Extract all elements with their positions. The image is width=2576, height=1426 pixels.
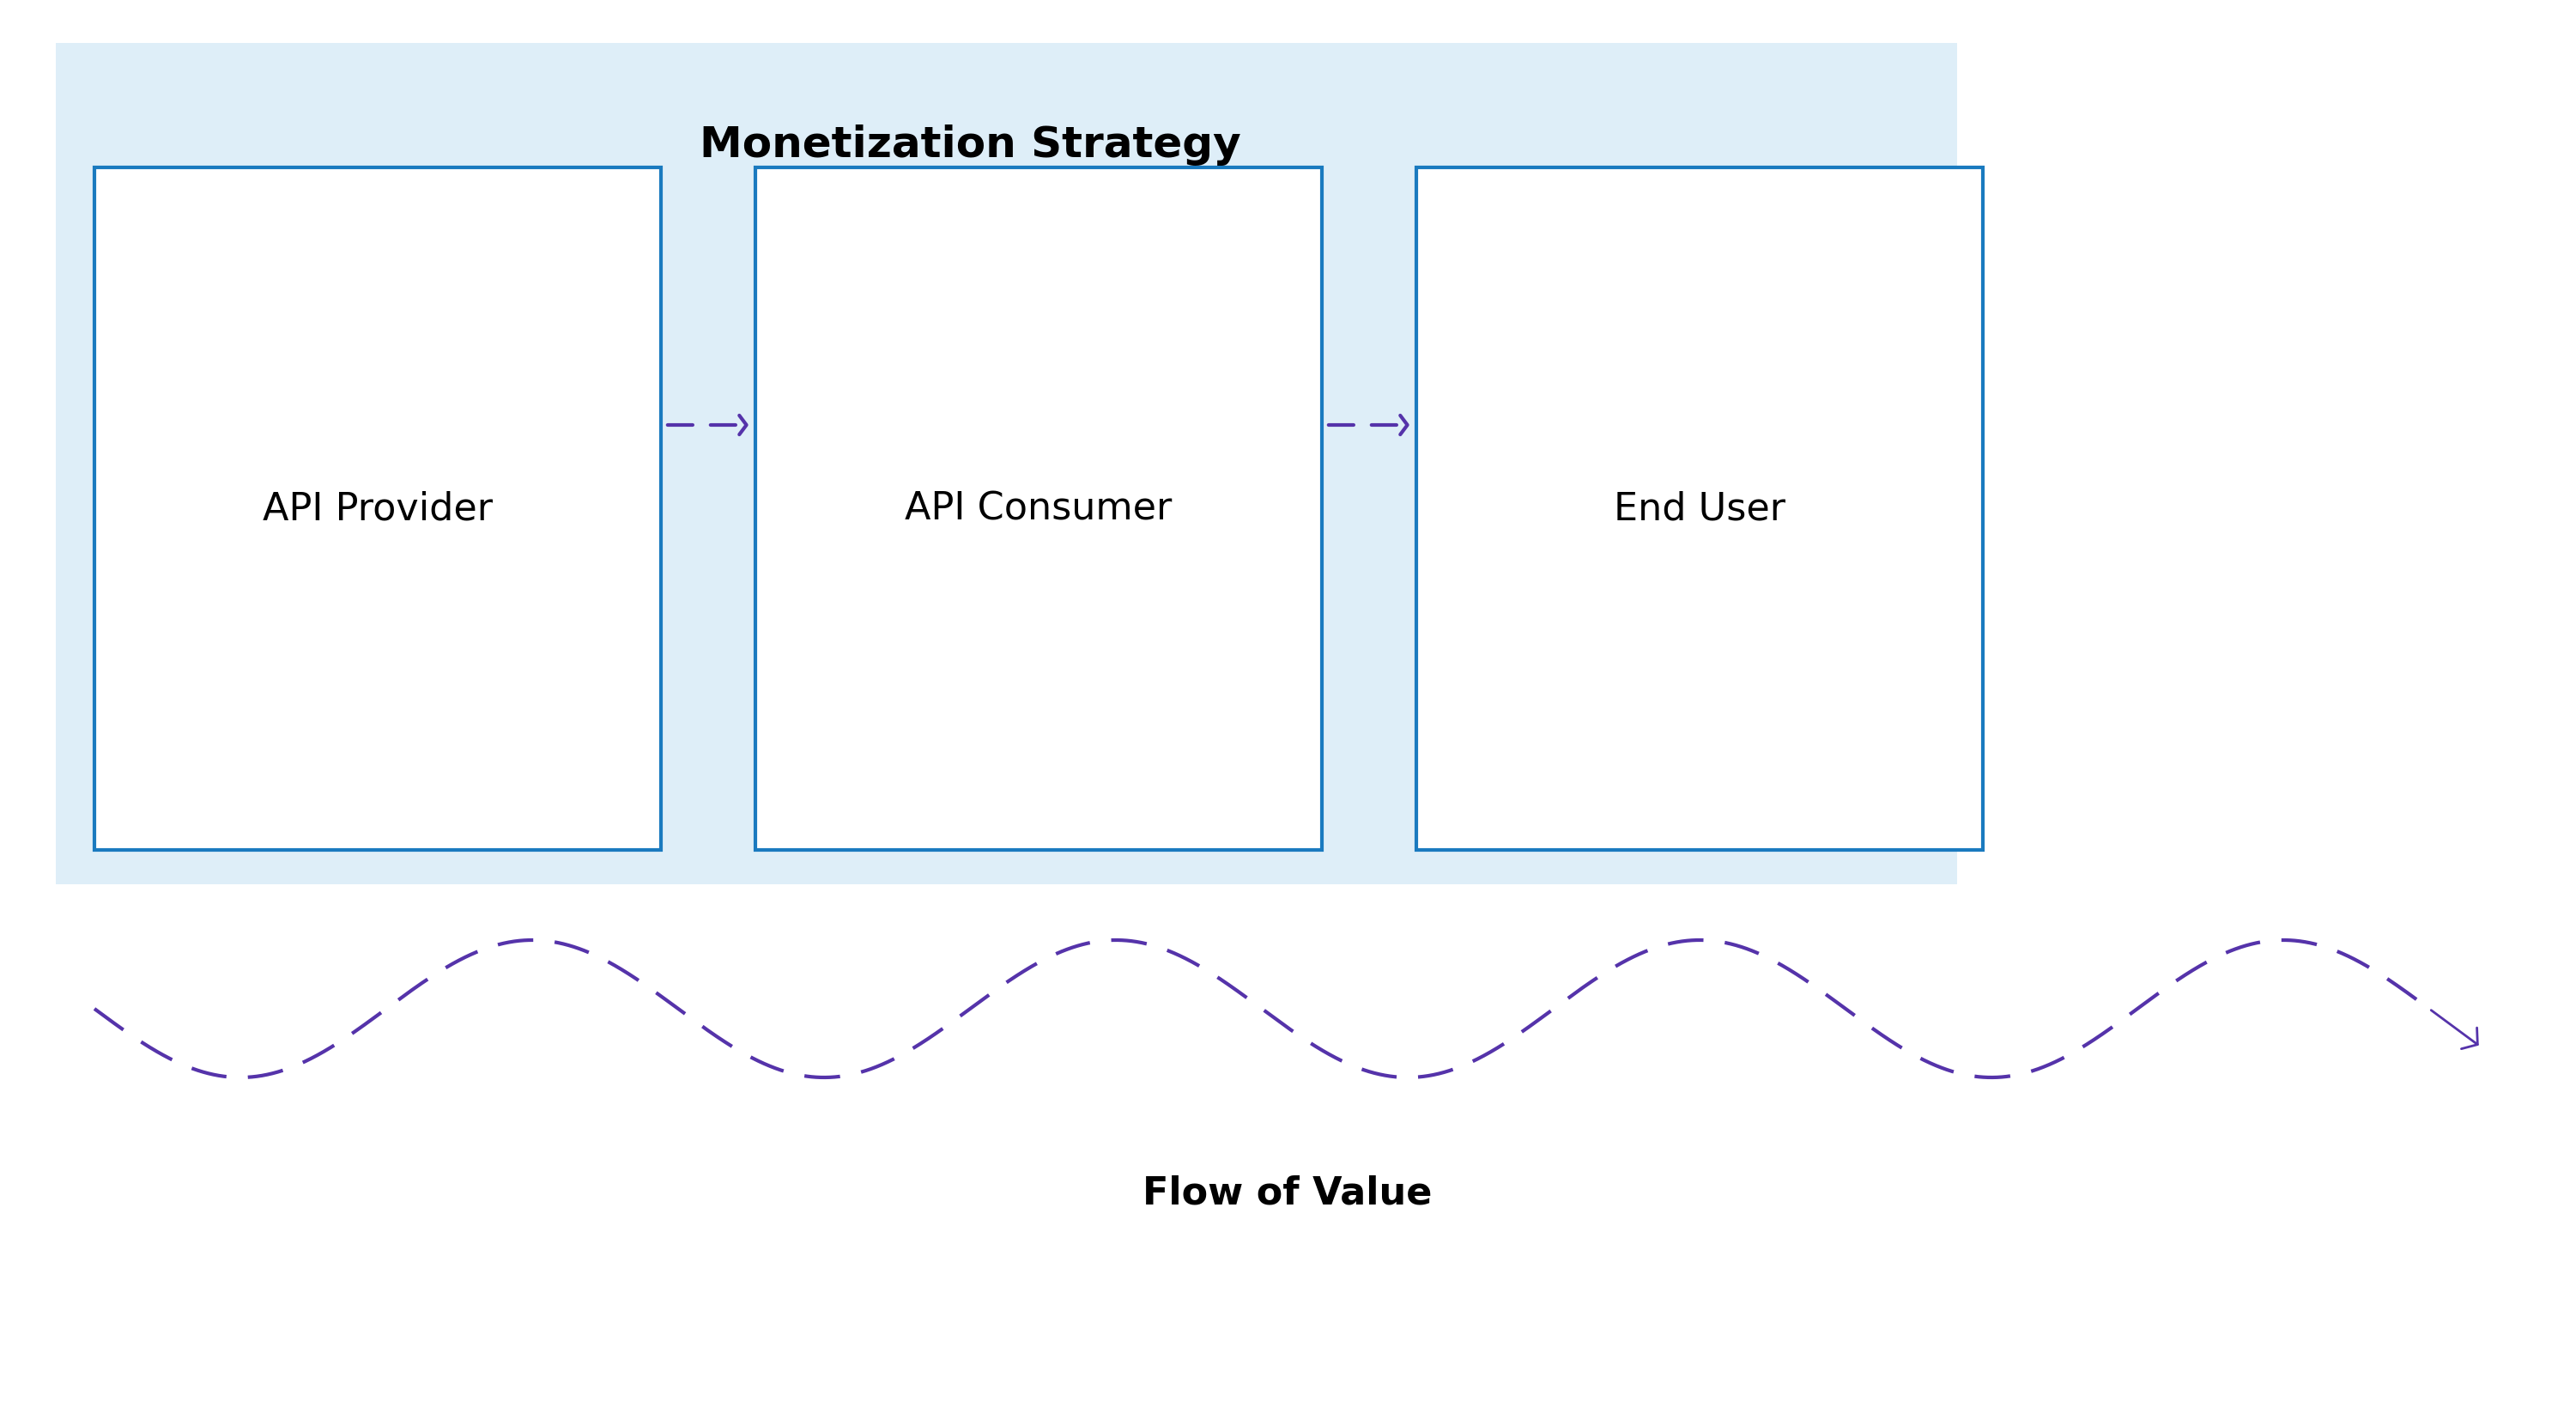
Text: Flow of Value: Flow of Value (1144, 1175, 1432, 1212)
Text: API Consumer: API Consumer (904, 491, 1172, 528)
Bar (57, 43, 1958, 884)
Bar (755, 167, 1321, 850)
Text: API Provider: API Provider (263, 491, 492, 528)
Bar (1417, 167, 1984, 850)
Bar (95, 167, 662, 850)
Text: End User: End User (1613, 491, 1785, 528)
Text: Monetization Strategy: Monetization Strategy (698, 124, 1242, 165)
